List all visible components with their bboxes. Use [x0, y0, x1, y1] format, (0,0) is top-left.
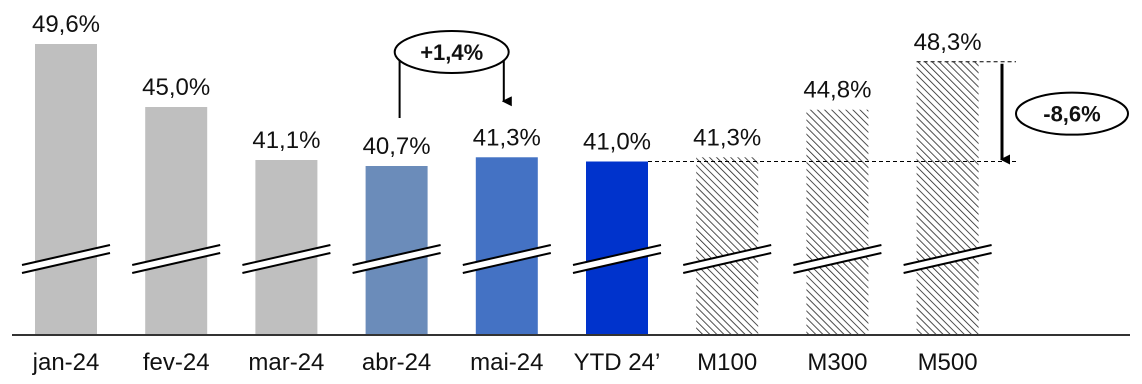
axis-break-gap: [22, 245, 110, 273]
category-label: mar-24: [248, 349, 324, 376]
bar-jan-24: [35, 44, 97, 335]
category-label: mai-24: [470, 349, 543, 376]
axis-break-line: [903, 244, 992, 266]
annotation-label: +1,4%: [420, 40, 483, 65]
axis-break-line: [793, 244, 882, 266]
value-label: 41,0%: [583, 129, 651, 156]
axis-break-line: [352, 252, 441, 274]
axis-break-line: [21, 244, 111, 266]
bar-M500: [916, 61, 979, 335]
bar-fev-24: [145, 107, 208, 335]
axis-break-line: [131, 252, 221, 274]
axis-break-line: [682, 244, 772, 266]
axis-break-gap: [793, 245, 882, 273]
value-label: 45,0%: [142, 74, 210, 101]
category-label: M100: [697, 349, 757, 376]
bar-M100: [696, 157, 759, 335]
category-label: jan-24: [32, 349, 100, 376]
axis-break-line: [242, 252, 331, 274]
axis-breaks: [21, 244, 992, 274]
annotations: +1,4% -8,6%: [393, 30, 1129, 165]
value-label: 41,3%: [473, 124, 541, 151]
category-label: M300: [807, 349, 867, 376]
axis-break-gap: [683, 245, 772, 273]
axis-break-gap: [573, 245, 661, 273]
axis-break-gap: [352, 245, 441, 273]
category-labels: jan-24 fev-24 mar-24 abr-24 mai-24 YTD 24’ M10…: [32, 349, 978, 376]
axis-break-gap: [242, 245, 331, 273]
axis-break-line: [572, 244, 662, 266]
annotation-bubble: [393, 30, 510, 74]
annotation-label: -8,6%: [1043, 102, 1100, 127]
value-label: 40,7%: [363, 133, 431, 160]
bar-mar-24: [255, 160, 318, 335]
bar-YTD 24’: [586, 161, 648, 335]
bar-M300: [806, 109, 869, 335]
axis-break-line: [682, 252, 772, 274]
axis-break-line: [462, 252, 552, 274]
category-label: YTD 24’: [574, 349, 661, 376]
category-label: abr-24: [362, 349, 431, 376]
bars-layer: [35, 44, 979, 335]
value-label: 41,1%: [252, 127, 320, 154]
axis-break-line: [21, 252, 111, 274]
bar-mai-24: [475, 157, 538, 335]
axis-break-line: [793, 252, 882, 274]
value-label: 48,3%: [914, 29, 982, 56]
value-label: 49,6%: [32, 11, 100, 38]
axis-break-line: [572, 252, 662, 274]
axis-break-line: [352, 244, 441, 266]
axis-break-line: [462, 244, 552, 266]
axis-break-gap: [132, 245, 221, 273]
axis-break-gap: [462, 245, 551, 273]
annotation-bubble: [1015, 91, 1129, 136]
axis-break-line: [242, 244, 331, 266]
value-labels: 49,6% 45,0% 41,1% 40,7% 41,3% 41,0% 41,3% 44,8%…: [32, 11, 982, 160]
axis-break-gap: [903, 245, 992, 273]
category-label: fev-24: [143, 349, 210, 376]
axis-break-line: [131, 244, 221, 266]
axis-break-line: [903, 252, 992, 274]
value-label: 41,3%: [693, 124, 761, 151]
value-label: 44,8%: [803, 77, 871, 104]
category-label: M500: [918, 349, 978, 376]
